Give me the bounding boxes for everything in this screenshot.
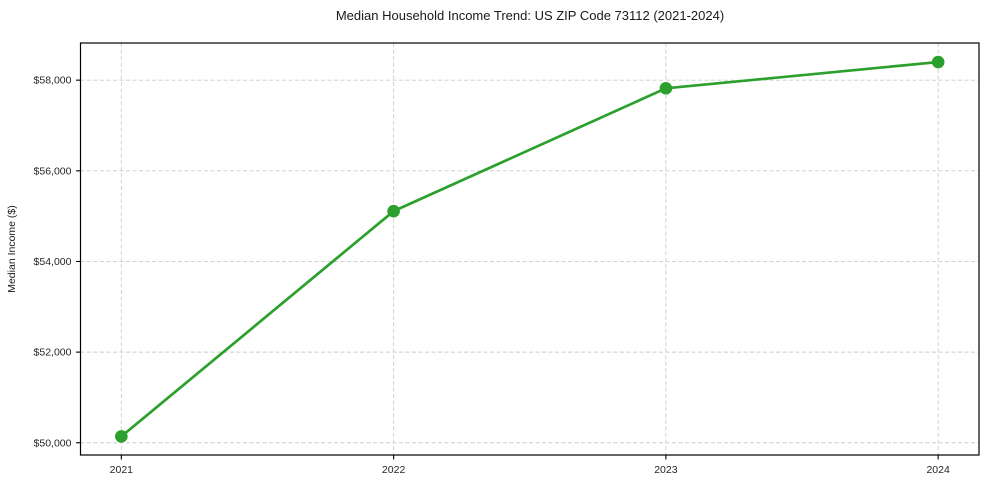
y-tick-label: $58,000 — [34, 75, 72, 87]
y-tick-label: $52,000 — [34, 347, 72, 359]
data-point-2022 — [387, 204, 400, 218]
y-tick-label: $50,000 — [34, 437, 72, 449]
data-point-2023 — [659, 82, 673, 95]
x-tick-label: 2024 — [926, 464, 950, 476]
income-trend-line — [119, 60, 940, 438]
x-tick-label: 2023 — [654, 464, 678, 476]
data-point-2021 — [115, 430, 128, 443]
y-tick-label: $54,000 — [34, 256, 72, 268]
chart-title: Median Household Income Trend: US ZIP Co… — [335, 8, 725, 23]
x-tick-label: 2022 — [382, 464, 406, 476]
y-tick-label: $56,000 — [34, 165, 72, 177]
data-point-2024 — [931, 55, 945, 69]
x-tick-label: 2021 — [110, 464, 134, 476]
plot-frame — [79, 42, 980, 456]
